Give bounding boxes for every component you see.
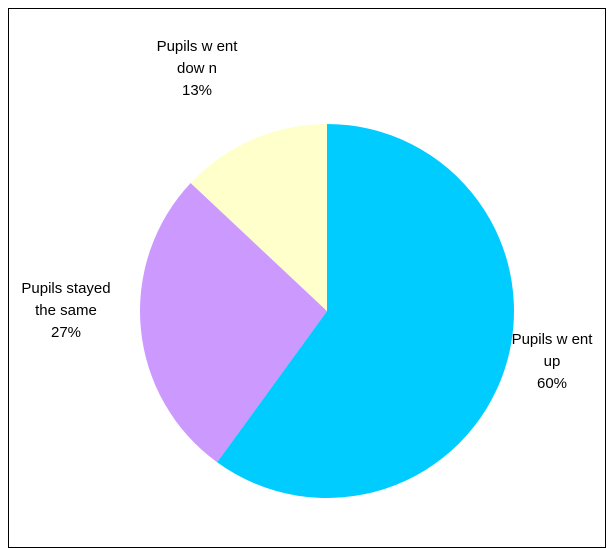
pie-chart: Pupils w ent up 60% Pupils stayed the same 27… xyxy=(21,38,593,498)
slice-name-line-1-1: the same xyxy=(35,302,97,319)
pie-slice-2 xyxy=(190,124,327,311)
slice-label-1: Pupils stayed the same 27% xyxy=(21,280,110,341)
slice-labels: Pupils w ent up 60% Pupils stayed the same 27… xyxy=(21,38,593,392)
slice-value-label-1: 27% xyxy=(51,324,81,341)
slice-name-line-0-1: up xyxy=(544,353,561,370)
slice-label-2: Pupils w ent dow n 13% xyxy=(157,38,239,99)
slice-name-line-2-0: Pupils w ent xyxy=(157,38,239,55)
slice-name-line-1-0: Pupils stayed xyxy=(21,280,110,297)
slice-name-line-0-0: Pupils w ent xyxy=(512,331,594,348)
slice-value-label-0: 60% xyxy=(537,375,567,392)
pie-slice-0 xyxy=(217,124,514,498)
pie-slices xyxy=(140,124,514,498)
slice-name-line-2-1: dow n xyxy=(177,60,217,77)
slice-label-0: Pupils w ent up 60% xyxy=(512,331,594,392)
pie-slice-1 xyxy=(140,182,327,463)
slice-value-label-2: 13% xyxy=(182,82,212,99)
